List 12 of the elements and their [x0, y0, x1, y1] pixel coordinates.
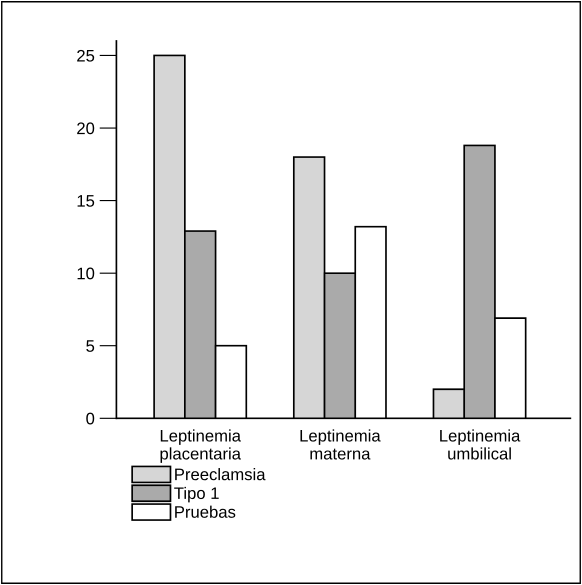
x-tick-label: Leptinemia materna	[300, 429, 381, 460]
y-tick-label: 0	[86, 412, 94, 424]
y-tick-label: 10	[78, 268, 94, 280]
y-tick-label: 25	[77, 50, 94, 62]
legend-label: Preeclamsia	[175, 468, 266, 480]
x-tick-label: Leptinemia placentaria	[160, 429, 241, 463]
y-tick-label: 15	[78, 195, 94, 207]
y-tick-label: 5	[86, 340, 94, 352]
x-tick-label: Leptinemia umbilical	[440, 429, 520, 460]
legend-label: Pruebas	[175, 506, 236, 518]
y-tick-label: 20	[77, 122, 94, 134]
legend-label: Tipo 1	[174, 486, 219, 502]
